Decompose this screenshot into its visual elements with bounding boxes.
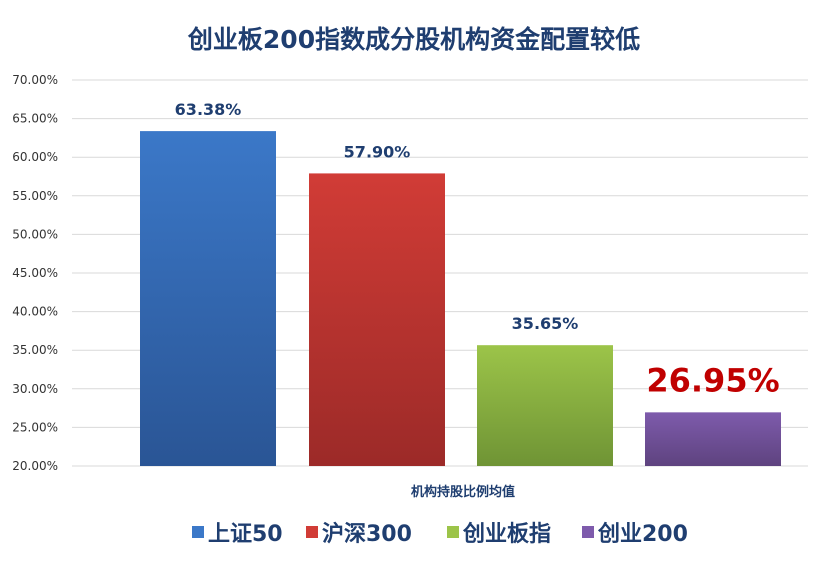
legend-swatch [582,526,594,538]
legend: 上证50 沪深300 创业板指 创业200 [192,521,688,547]
legend-swatch [192,526,204,538]
chart-title: 创业板200指数成分股机构资金配置较低 [187,25,640,54]
y-tick-label: 60.00% [12,150,58,164]
y-tick-label: 35.00% [12,343,58,357]
data-label: 63.38% [175,100,242,119]
y-tick-label: 65.00% [12,112,58,126]
legend-swatch [447,526,459,538]
bar-4 [645,412,781,466]
legend-swatch [306,526,318,538]
legend-label: 创业板指 [462,522,551,547]
y-tick-label: 30.00% [12,382,58,396]
y-tick-label: 20.00% [12,459,58,473]
legend-label: 沪深300 [322,521,412,547]
bar-3 [477,345,613,466]
y-tick-label: 70.00% [12,73,58,87]
data-label: 26.95% [646,361,779,399]
legend-label: 创业200 [597,522,688,547]
data-labels: 63.38% 57.90% 35.65% 26.95% [175,100,780,399]
bars [140,131,781,467]
y-tick-label: 55.00% [12,189,58,203]
x-axis-label: 机构持股比例均值 [411,484,515,500]
bar-1 [140,131,276,467]
y-tick-label: 45.00% [12,266,58,280]
y-tick-label: 50.00% [12,227,58,241]
y-axis-ticks: 20.00% 25.00% 30.00% 35.00% 40.00% 45.00% 50.0… [12,73,58,473]
y-tick-label: 25.00% [12,420,58,434]
data-label: 57.90% [344,142,411,161]
y-tick-label: 40.00% [12,305,58,319]
bar-2 [309,173,445,467]
data-label: 35.65% [512,314,579,333]
legend-label: 上证50 [208,522,283,547]
